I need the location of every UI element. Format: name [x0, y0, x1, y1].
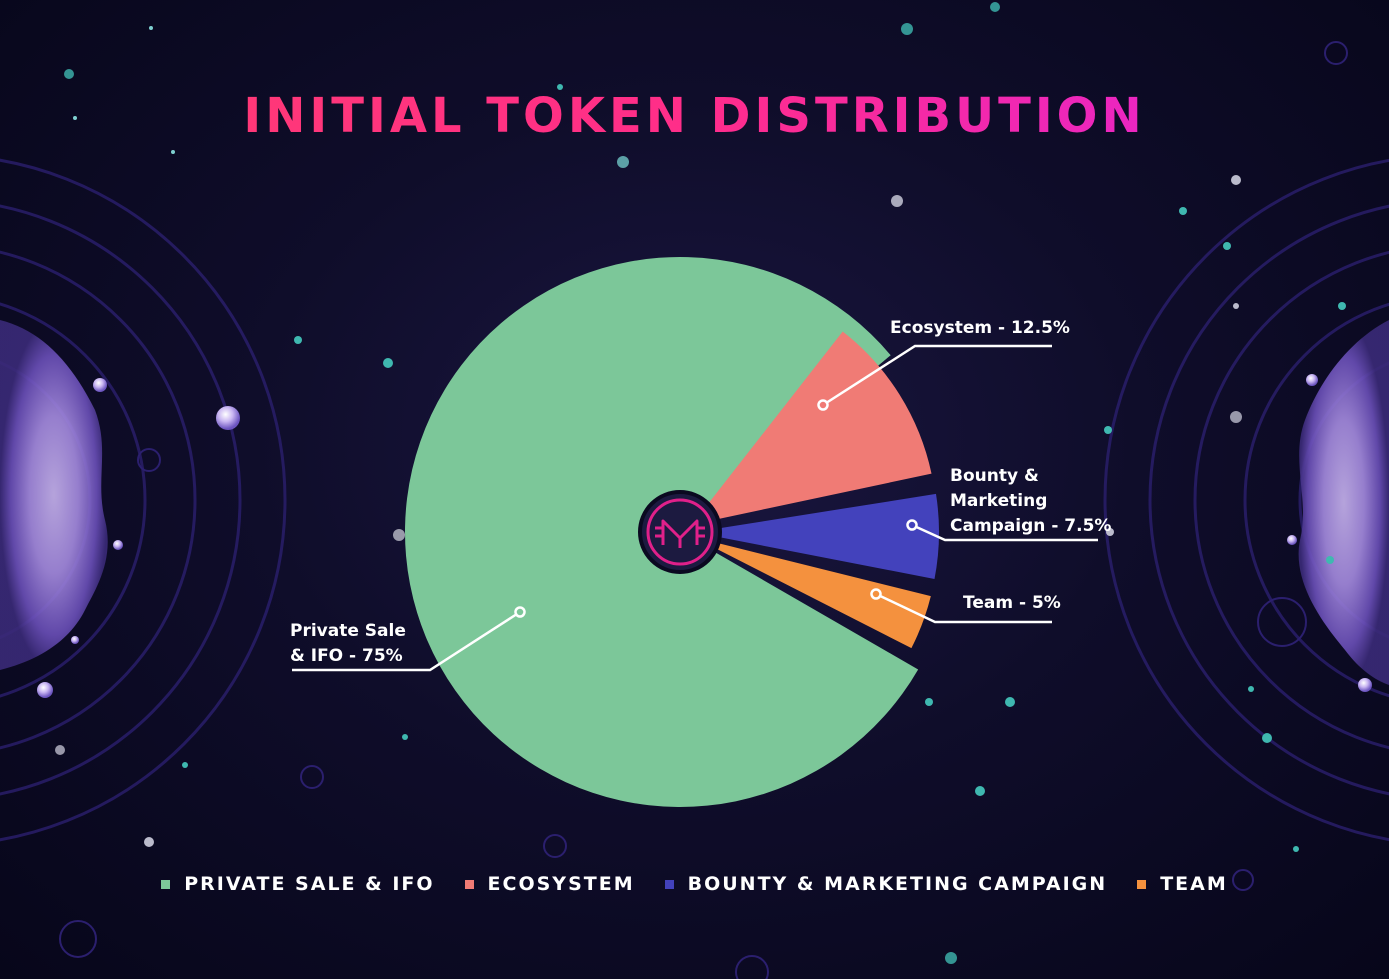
right-liquid-blob: [1287, 320, 1389, 692]
chart-title: INITIAL TOKEN DISTRIBUTION: [0, 88, 1389, 144]
legend-swatch: [161, 879, 171, 889]
legend-item-team: TEAM: [1137, 873, 1228, 895]
slice-label-line: Team - 5%: [963, 593, 1061, 613]
legend-item-private-sale: PRIVATE SALE & IFO: [161, 873, 434, 895]
pie-slice-bounty-marketing-campaign: [693, 493, 939, 579]
leader-line: [911, 523, 1098, 542]
slice-label-line: Ecosystem - 12.5%: [890, 318, 1070, 338]
floating-droplet: [216, 406, 240, 430]
legend-label: PRIVATE SALE & IFO: [184, 873, 435, 895]
slice-label: Private Sale & IFO - 75%: [290, 621, 406, 666]
slice-label-line: Campaign - 7.5%: [950, 516, 1111, 536]
m-logo-icon: [638, 490, 722, 574]
legend-swatch: [464, 879, 474, 889]
stars: [55, 2, 1346, 964]
leader-line: [875, 592, 1052, 624]
left-liquid-blob: [0, 320, 123, 698]
legend-item-ecosystem: ECOSYSTEM: [464, 873, 635, 895]
legend-swatch: [1137, 879, 1147, 889]
legend-label: ECOSYSTEM: [487, 873, 635, 895]
slice-label-line: Bounty &: [950, 466, 1039, 486]
right-rings-decoration: [1103, 158, 1389, 842]
leader-dot: [870, 588, 882, 600]
slice-label-line: & IFO - 75%: [290, 646, 403, 666]
leader-dot: [817, 399, 829, 411]
leader-line: [292, 610, 521, 672]
chart-legend: PRIVATE SALE & IFO ECOSYSTEM BOUNTY & MA…: [0, 873, 1389, 895]
ring-bubbles: [59, 41, 1348, 979]
pie-slice-team: [693, 536, 931, 649]
leader-line: [822, 344, 1052, 407]
legend-swatch: [664, 879, 674, 889]
slice-label-line: Private Sale: [290, 621, 406, 641]
pie-slice-ecosystem: [691, 331, 932, 525]
slice-label-line: Marketing: [950, 491, 1047, 511]
legend-item-bounty: BOUNTY & MARKETING CAMPAIGN: [664, 873, 1108, 895]
leader-dot: [514, 606, 526, 618]
leader-dot: [906, 519, 918, 531]
slice-label: Ecosystem - 12.5%: [890, 318, 1070, 338]
slice-label: Bounty & Marketing Campaign - 7.5%: [950, 466, 1111, 536]
legend-label: TEAM: [1160, 873, 1228, 895]
slice-label: Team - 5%: [963, 593, 1061, 613]
legend-label: BOUNTY & MARKETING CAMPAIGN: [687, 873, 1108, 895]
